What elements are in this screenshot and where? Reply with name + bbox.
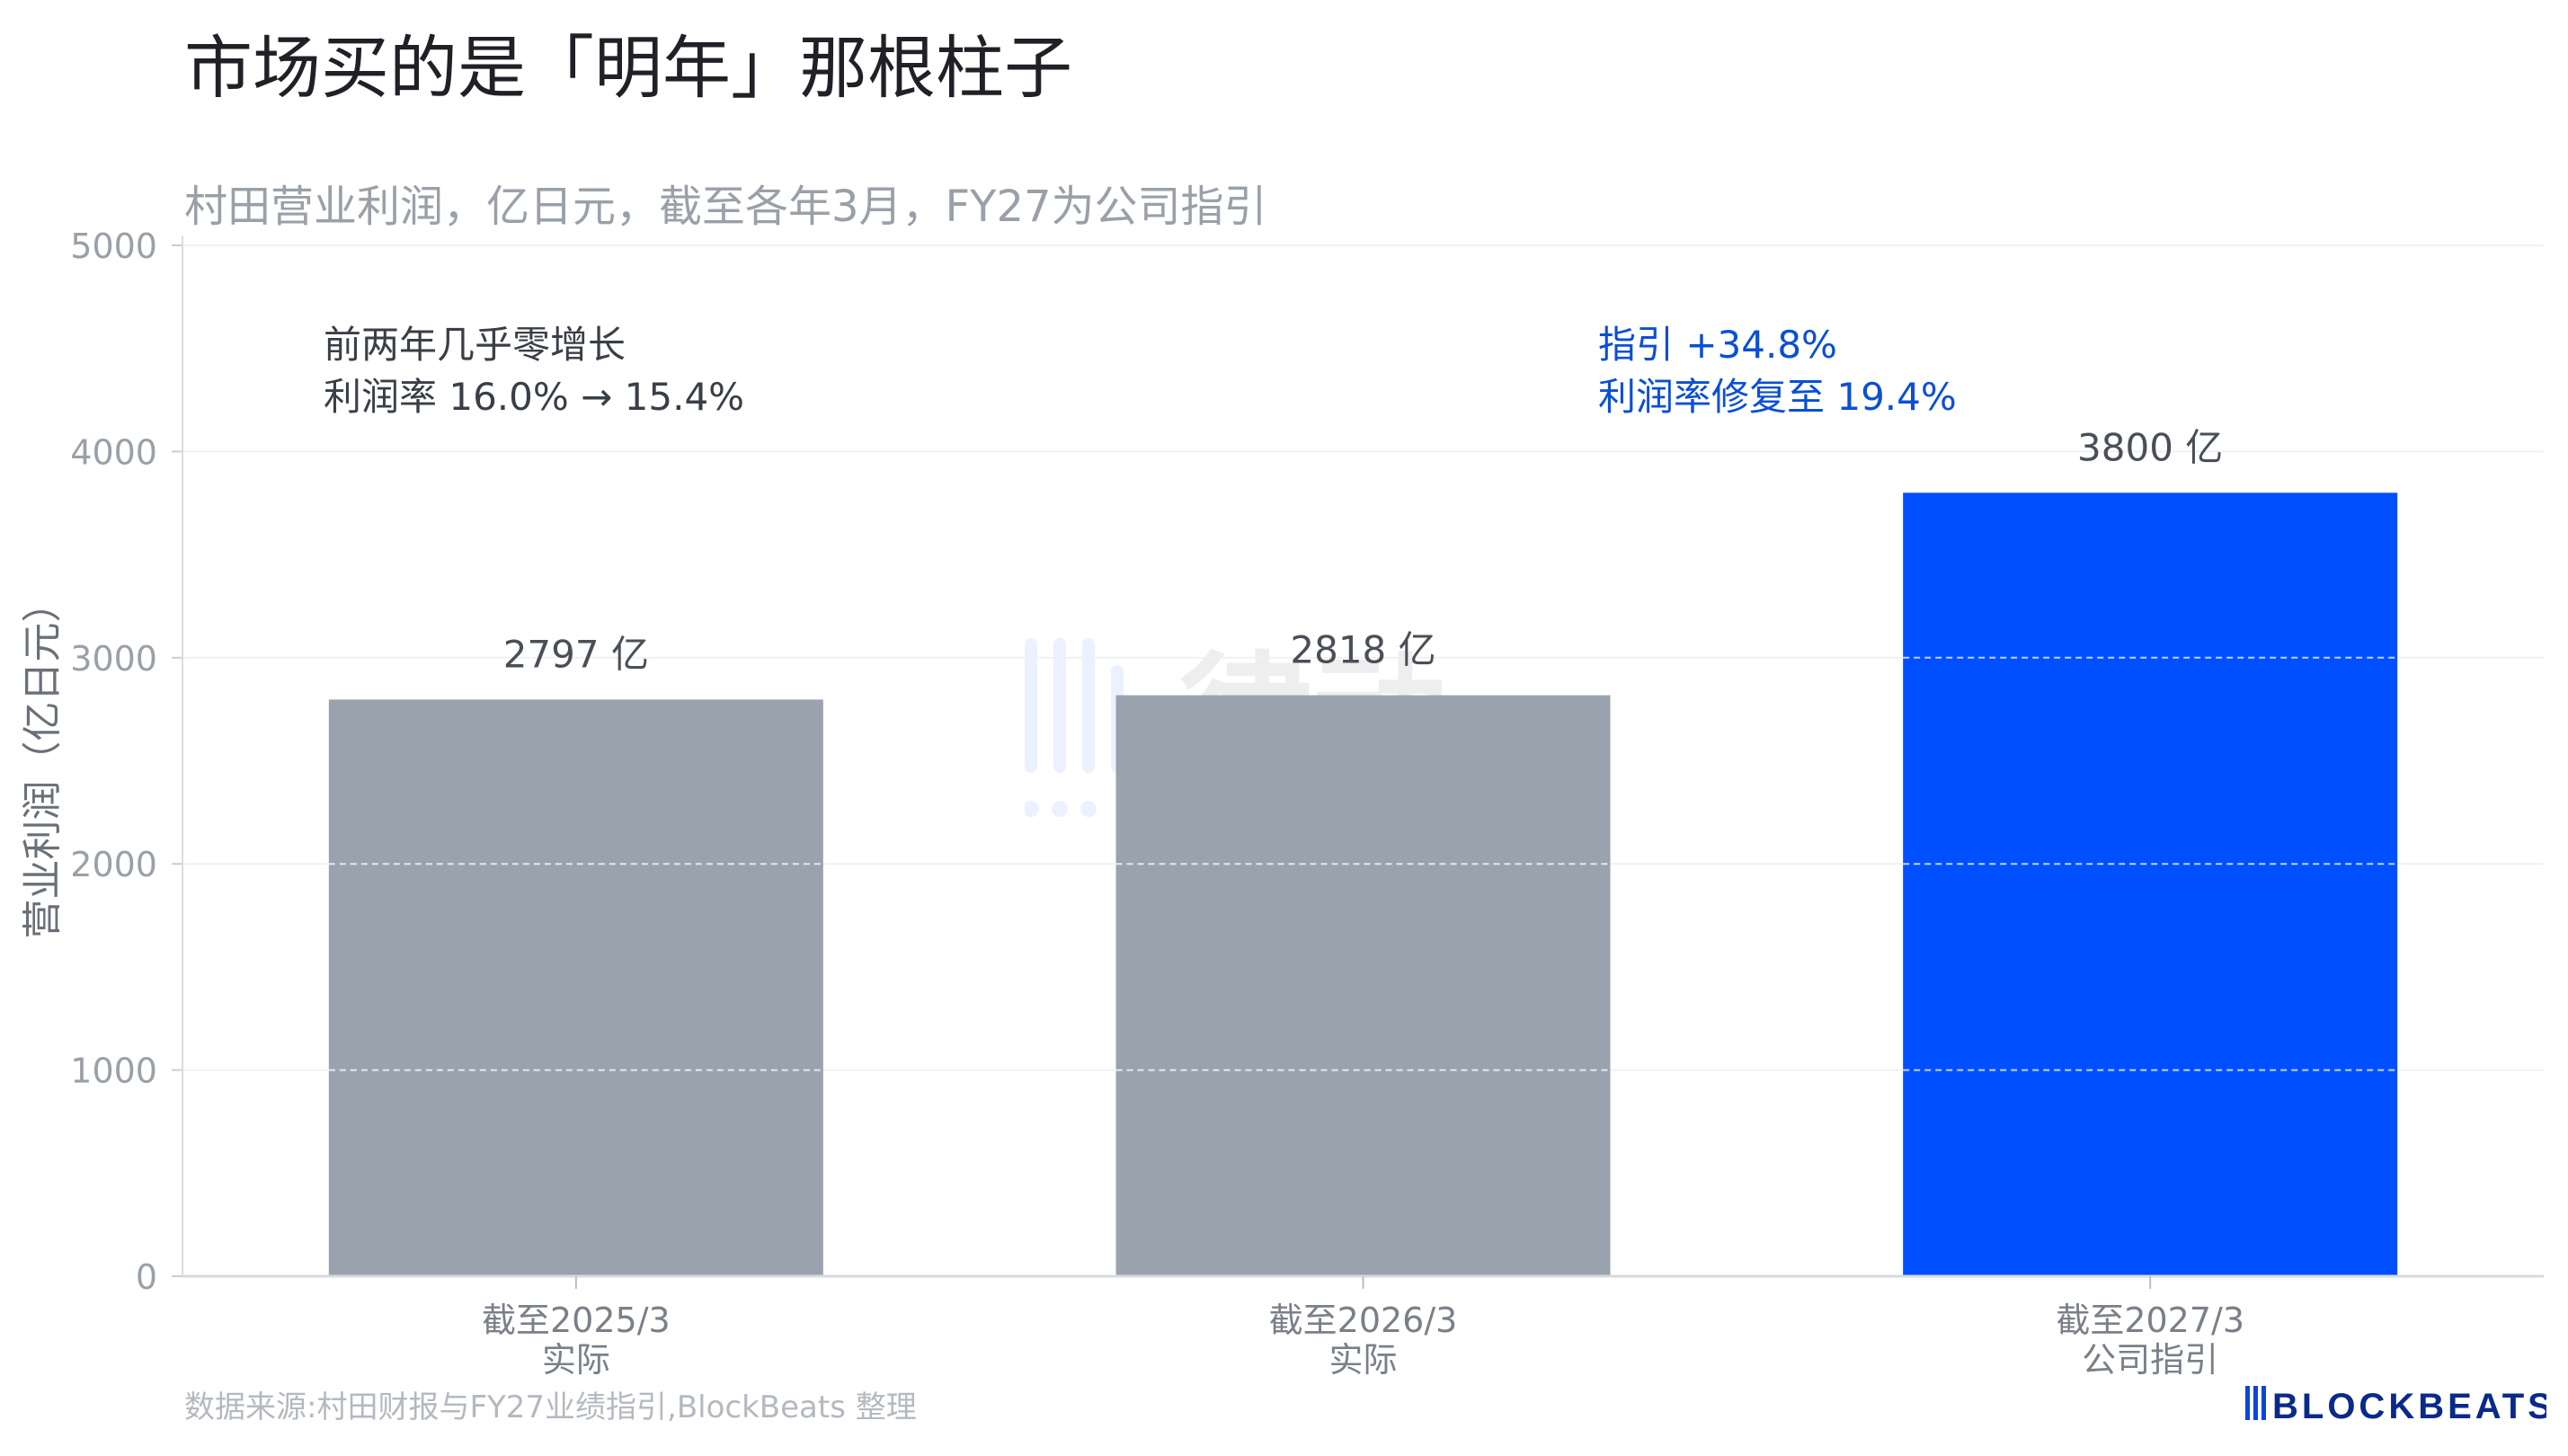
bar-1 bbox=[328, 699, 823, 1276]
y-tick-label-1000: 1000 bbox=[70, 1052, 157, 1091]
x-tick-label-3-line2: 公司指引 bbox=[2082, 1340, 2218, 1380]
y-tick-label-2000: 2000 bbox=[70, 845, 157, 884]
bar-2 bbox=[1115, 695, 1611, 1276]
annotation-2-line-1: 指引 +34.8% bbox=[1598, 323, 1837, 367]
x-tick-label-1-line2: 实际 bbox=[542, 1340, 610, 1380]
value-label-3: 3800 亿 bbox=[2077, 425, 2223, 469]
annotation-1-line-2: 利润率 16.0% → 15.4% bbox=[324, 375, 744, 419]
data-source-note: 数据来源:村田财报与FY27业绩指引,BlockBeats 整理 bbox=[184, 1389, 917, 1425]
chart-subtitle: 村田营业利润，亿日元，截至各年3月，FY27为公司指引 bbox=[184, 182, 1267, 232]
value-label-2: 2818 亿 bbox=[1290, 628, 1435, 672]
y-tick-label-5000: 5000 bbox=[70, 226, 157, 266]
bar-3 bbox=[1903, 493, 2398, 1276]
x-tick-label-3-line1: 截至2027/3 bbox=[2056, 1301, 2244, 1340]
annotation-1-line-1: 前两年几乎零增长 bbox=[324, 323, 626, 367]
y-tick-label-3000: 3000 bbox=[70, 639, 157, 679]
x-tick-label-1-line1: 截至2025/3 bbox=[482, 1301, 671, 1340]
blockbeats-logo: BLOCKBEATS bbox=[2245, 1386, 2546, 1425]
x-tick-label-2-line1: 截至2026/3 bbox=[1269, 1301, 1458, 1340]
logo-text: BLOCKBEATS bbox=[2272, 1387, 2546, 1425]
chart-title: 市场买的是「明年」那根柱子 bbox=[184, 28, 1072, 108]
y-axis-label: 营业利润（亿日元） bbox=[20, 583, 66, 939]
x-tick-label-2-line2: 实际 bbox=[1328, 1340, 1397, 1380]
y-tick-label-4000: 4000 bbox=[70, 432, 157, 472]
value-label-1: 2797 亿 bbox=[503, 632, 649, 676]
y-tick-label-0: 0 bbox=[136, 1257, 157, 1297]
annotation-2-line-2: 利润率修复至 19.4% bbox=[1598, 375, 1957, 419]
